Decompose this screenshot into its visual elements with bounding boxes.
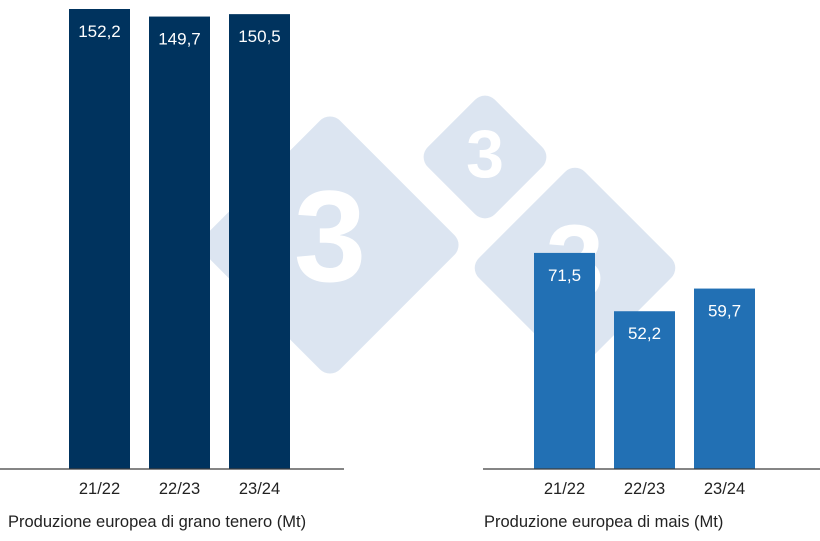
- bar-value-label: 52,2: [628, 324, 661, 343]
- wheat-production-chart: 152,2 21/22 149,7 22/23 150,5 23/24: [0, 9, 344, 498]
- bar-value-label: 150,5: [238, 27, 281, 46]
- bar-23-24: [694, 288, 755, 469]
- bar-22-23: [614, 311, 675, 469]
- bar-23-24: [229, 14, 290, 470]
- x-tick-label: 22/23: [159, 480, 200, 498]
- watermark-digit: 3: [294, 163, 366, 309]
- bar-21-22: [534, 252, 595, 469]
- x-tick-label: 21/22: [79, 480, 120, 498]
- bar-value-label: 149,7: [158, 30, 201, 49]
- corn-chart-title: Produzione europea di mais (Mt): [484, 513, 724, 531]
- x-tick-label: 23/24: [704, 480, 745, 498]
- bar-value-label: 59,7: [708, 302, 741, 321]
- bar-value-label: 71,5: [548, 266, 581, 285]
- bar-22-23: [149, 16, 210, 469]
- watermark-digit: 3: [466, 116, 504, 192]
- corn-production-chart: 71,5 21/22 52,2 22/23 59,7 23/24: [483, 252, 820, 498]
- bar-value-label: 152,2: [78, 22, 121, 41]
- watermark-diamond: [423, 95, 547, 219]
- bar-21-22: [69, 9, 130, 469]
- x-tick-label: 23/24: [239, 480, 280, 498]
- x-tick-label: 21/22: [544, 480, 585, 498]
- x-tick-label: 22/23: [624, 480, 665, 498]
- wheat-chart-title: Produzione europea di grano tenero (Mt): [8, 513, 307, 531]
